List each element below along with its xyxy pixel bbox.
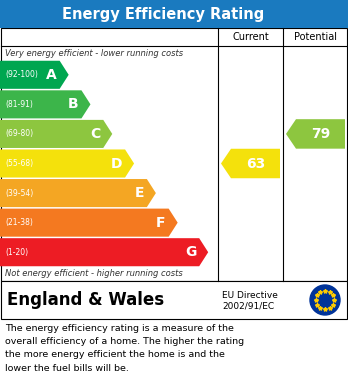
Text: The energy efficiency rating is a measure of the
overall efficiency of a home. T: The energy efficiency rating is a measur…	[5, 324, 244, 373]
Bar	[0, 0, 348, 28]
Text: (1-20): (1-20)	[5, 248, 28, 257]
Text: (81-91): (81-91)	[5, 100, 33, 109]
Polygon shape	[0, 149, 134, 178]
Polygon shape	[0, 179, 156, 207]
Polygon shape	[221, 149, 280, 178]
Text: Current: Current	[232, 32, 269, 42]
Text: F: F	[156, 216, 166, 230]
Text: Energy Efficiency Rating: Energy Efficiency Rating	[62, 7, 265, 22]
Polygon shape	[0, 238, 208, 266]
Text: England & Wales: England & Wales	[7, 291, 164, 309]
Text: Potential: Potential	[294, 32, 337, 42]
Text: D: D	[111, 156, 122, 170]
Bar	[1, 281, 347, 319]
Text: B: B	[68, 97, 78, 111]
Text: (69-80): (69-80)	[5, 129, 33, 138]
Text: (21-38): (21-38)	[5, 218, 33, 227]
Polygon shape	[0, 120, 112, 148]
Text: A: A	[46, 68, 57, 82]
Text: G: G	[185, 245, 196, 259]
Text: (55-68): (55-68)	[5, 159, 33, 168]
Text: (39-54): (39-54)	[5, 188, 33, 197]
Polygon shape	[0, 61, 69, 89]
Text: Very energy efficient - lower running costs: Very energy efficient - lower running co…	[5, 48, 183, 57]
Polygon shape	[0, 90, 90, 118]
Polygon shape	[286, 119, 345, 149]
Text: (92-100): (92-100)	[5, 70, 38, 79]
Text: 63: 63	[246, 156, 265, 170]
Text: 79: 79	[311, 127, 330, 141]
Text: EU Directive: EU Directive	[222, 291, 278, 300]
Bar	[1, 28, 347, 281]
Text: 2002/91/EC: 2002/91/EC	[222, 301, 274, 310]
Text: Not energy efficient - higher running costs: Not energy efficient - higher running co…	[5, 269, 183, 278]
Polygon shape	[0, 209, 178, 237]
Circle shape	[310, 285, 340, 315]
Text: C: C	[90, 127, 100, 141]
Text: E: E	[134, 186, 144, 200]
